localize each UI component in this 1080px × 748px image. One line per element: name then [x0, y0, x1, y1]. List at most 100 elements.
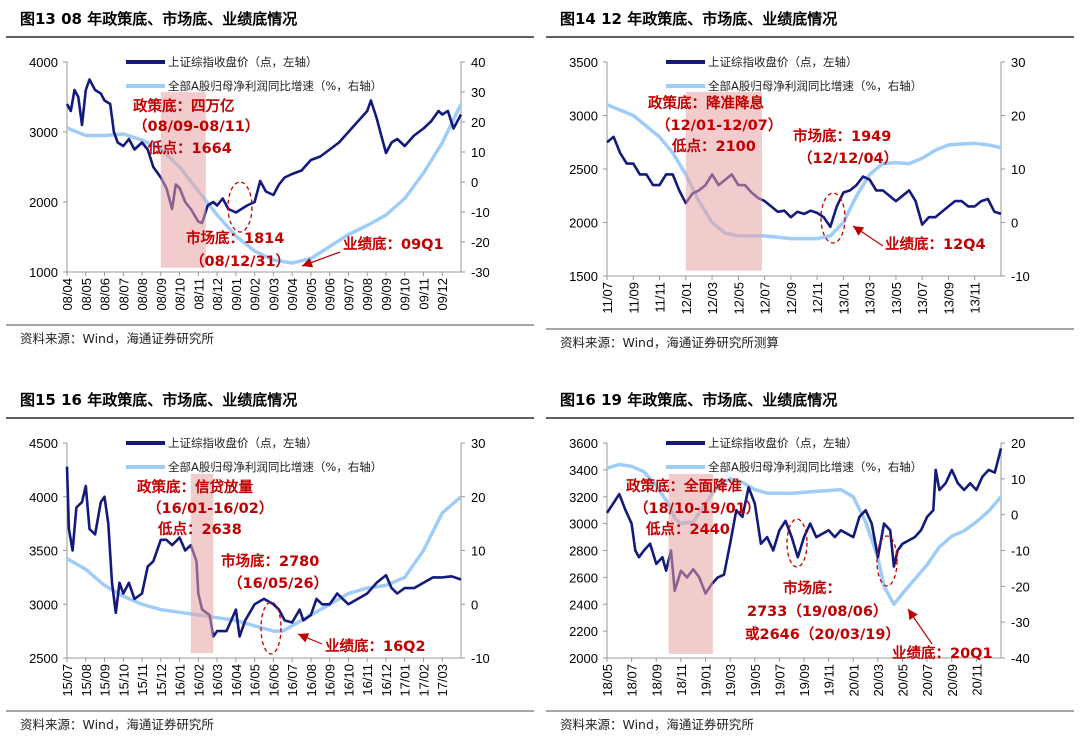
market-bottom-ellipse — [876, 535, 898, 587]
x-tick-label: 09/04 — [285, 278, 300, 311]
annotation-label: （16/01-16/02） — [147, 499, 273, 517]
x-tick-label: 08/09 — [154, 278, 169, 311]
x-tick-label: 08/08 — [135, 278, 150, 311]
x-tick-label: 15/09 — [98, 664, 113, 697]
legend-index-label: 上证综指收盘价（点，左轴） — [708, 55, 858, 69]
x-tick-label: 15/12 — [154, 664, 169, 697]
x-tick-label: 12/03 — [705, 282, 720, 315]
legend-index-label: 上证综指收盘价（点，左轴） — [168, 55, 318, 69]
annotation-label: 政策底：降准降息 — [648, 94, 764, 112]
arrow-head-icon — [298, 633, 310, 643]
x-tick-label: 16/04 — [229, 664, 244, 697]
source-note: 资料来源：Wind，海通证券研究所测算 — [560, 335, 779, 350]
x-tick-label: 08/12 — [210, 278, 225, 311]
x-tick-label: 16/03 — [210, 664, 225, 697]
left-tick-label: 3600 — [569, 436, 598, 451]
right-tick-label: 10 — [471, 145, 485, 160]
left-tick-label: 4000 — [29, 490, 58, 505]
annotation-label: （18/10-19/01） — [634, 499, 760, 517]
x-tick-label: 12/11 — [810, 282, 825, 314]
left-tick-label: 4500 — [29, 436, 58, 451]
annotation-label: 政策底：四万亿 — [133, 97, 235, 115]
left-tick-label: 3000 — [29, 597, 58, 612]
annotation-label: 市场底：2780 — [221, 552, 319, 570]
right-tick-label: -40 — [1011, 651, 1030, 666]
right-tick-label: -30 — [1011, 615, 1030, 630]
annotation-label: （08/12/31） — [190, 252, 290, 270]
right-tick-label: -30 — [471, 265, 490, 280]
x-tick-label: 09/09 — [379, 278, 394, 311]
x-tick-label: 17/01 — [398, 664, 413, 697]
x-tick-label: 09/07 — [341, 278, 356, 311]
x-tick-label: 16/07 — [285, 664, 300, 697]
x-tick-label: 13/11 — [968, 282, 983, 314]
annotation-label: 业绩底：20Q1 — [892, 644, 993, 662]
annotation-label: （08/09-08/11） — [133, 117, 259, 135]
x-tick-label: 09/08 — [360, 278, 375, 311]
x-tick-label: 19/03 — [723, 664, 738, 697]
x-tick-label: 19/07 — [772, 664, 787, 697]
legend-profit-label: 全部A股归母净利润同比增速（%，右轴） — [168, 79, 382, 93]
x-tick-label: 17/02 — [416, 664, 431, 697]
source-note: 资料来源：Wind，海通证券研究所 — [20, 717, 214, 732]
chart-title: 图13 08 年政策底、市场底、业绩底情况 — [20, 10, 297, 28]
legend-profit-label: 全部A股归母净利润同比增速（%，右轴） — [708, 79, 922, 93]
x-tick-label: 15/11 — [135, 664, 150, 696]
index-line — [605, 448, 1003, 595]
x-tick-label: 20/11 — [969, 664, 984, 696]
left-tick-label: 2000 — [569, 651, 598, 666]
x-tick-label: 19/11 — [822, 664, 837, 696]
x-tick-label: 18/05 — [600, 664, 615, 697]
x-tick-label: 09/03 — [266, 278, 281, 311]
x-tick-label: 18/07 — [625, 664, 640, 697]
policy-bottom-shade — [668, 473, 713, 654]
x-tick-label: 12/01 — [679, 282, 694, 315]
left-tick-label: 2400 — [569, 597, 598, 612]
legend-profit-label: 全部A股归母净利润同比增速（%，右轴） — [708, 460, 922, 474]
index-line — [65, 466, 462, 638]
market-bottom-ellipse — [260, 601, 282, 655]
left-tick-label: 3200 — [569, 490, 598, 505]
x-tick-label: 08/06 — [98, 278, 113, 311]
annotation-label: 或2646（20/03/19） — [745, 625, 900, 643]
annotation-label: （16/05/26） — [228, 574, 328, 592]
x-tick-label: 19/05 — [748, 664, 763, 697]
annotation-label: 2733（19/08/06） — [747, 602, 887, 620]
chart-panel-2008: 图13 08 年政策底、市场底、业绩底情况 资料来源：Wind，海通证券研究所 10… — [0, 0, 540, 368]
x-tick-label: 20/03 — [871, 664, 886, 697]
policy-bottom-shade — [160, 92, 206, 268]
annotation-label: 低点：1664 — [147, 139, 232, 157]
annotation-label: 市场底：1814 — [186, 229, 284, 247]
legend-profit-label: 全部A股归母净利润同比增速（%，右轴） — [168, 460, 382, 474]
x-tick-label: 20/05 — [896, 664, 911, 697]
chart-title: 图16 19 年政策底、市场底、业绩底情况 — [560, 391, 837, 409]
source-note: 资料来源：Wind，海通证券研究所 — [560, 717, 754, 732]
x-tick-label: 09/05 — [304, 278, 319, 311]
right-tick-label: -20 — [1011, 579, 1030, 594]
x-tick-label: 13/01 — [836, 282, 851, 315]
annotation-label: 政策底：全面降准 — [626, 477, 742, 495]
x-tick-label: 16/01 — [173, 664, 188, 697]
x-tick-label: 15/08 — [79, 664, 94, 697]
x-tick-label: 12/05 — [731, 282, 746, 315]
index-line — [606, 135, 1002, 229]
x-tick-label: 09/12 — [435, 278, 450, 311]
right-tick-label: 20 — [1011, 109, 1025, 124]
right-tick-label: 20 — [471, 490, 485, 505]
left-tick-label: 1500 — [569, 269, 598, 284]
right-tick-label: -10 — [471, 651, 490, 666]
chart-panel-2019: 图16 19 年政策底、市场底、业绩底情况 资料来源：Wind，海通证券研究所 20… — [540, 380, 1080, 748]
x-tick-label: 18/11 — [674, 664, 689, 696]
x-tick-label: 16/08 — [304, 664, 319, 697]
x-tick-label: 12/07 — [758, 282, 773, 315]
left-tick-label: 3400 — [569, 463, 598, 478]
annotation-label: 政策底：信贷放量 — [137, 478, 253, 496]
left-tick-label: 2500 — [29, 651, 58, 666]
x-tick-label: 11/07 — [600, 282, 615, 314]
right-tick-label: 0 — [1011, 508, 1018, 523]
right-tick-label: -10 — [471, 205, 490, 220]
left-tick-label: 2500 — [569, 162, 598, 177]
annotation-label: 市场底：1949 — [793, 127, 891, 145]
